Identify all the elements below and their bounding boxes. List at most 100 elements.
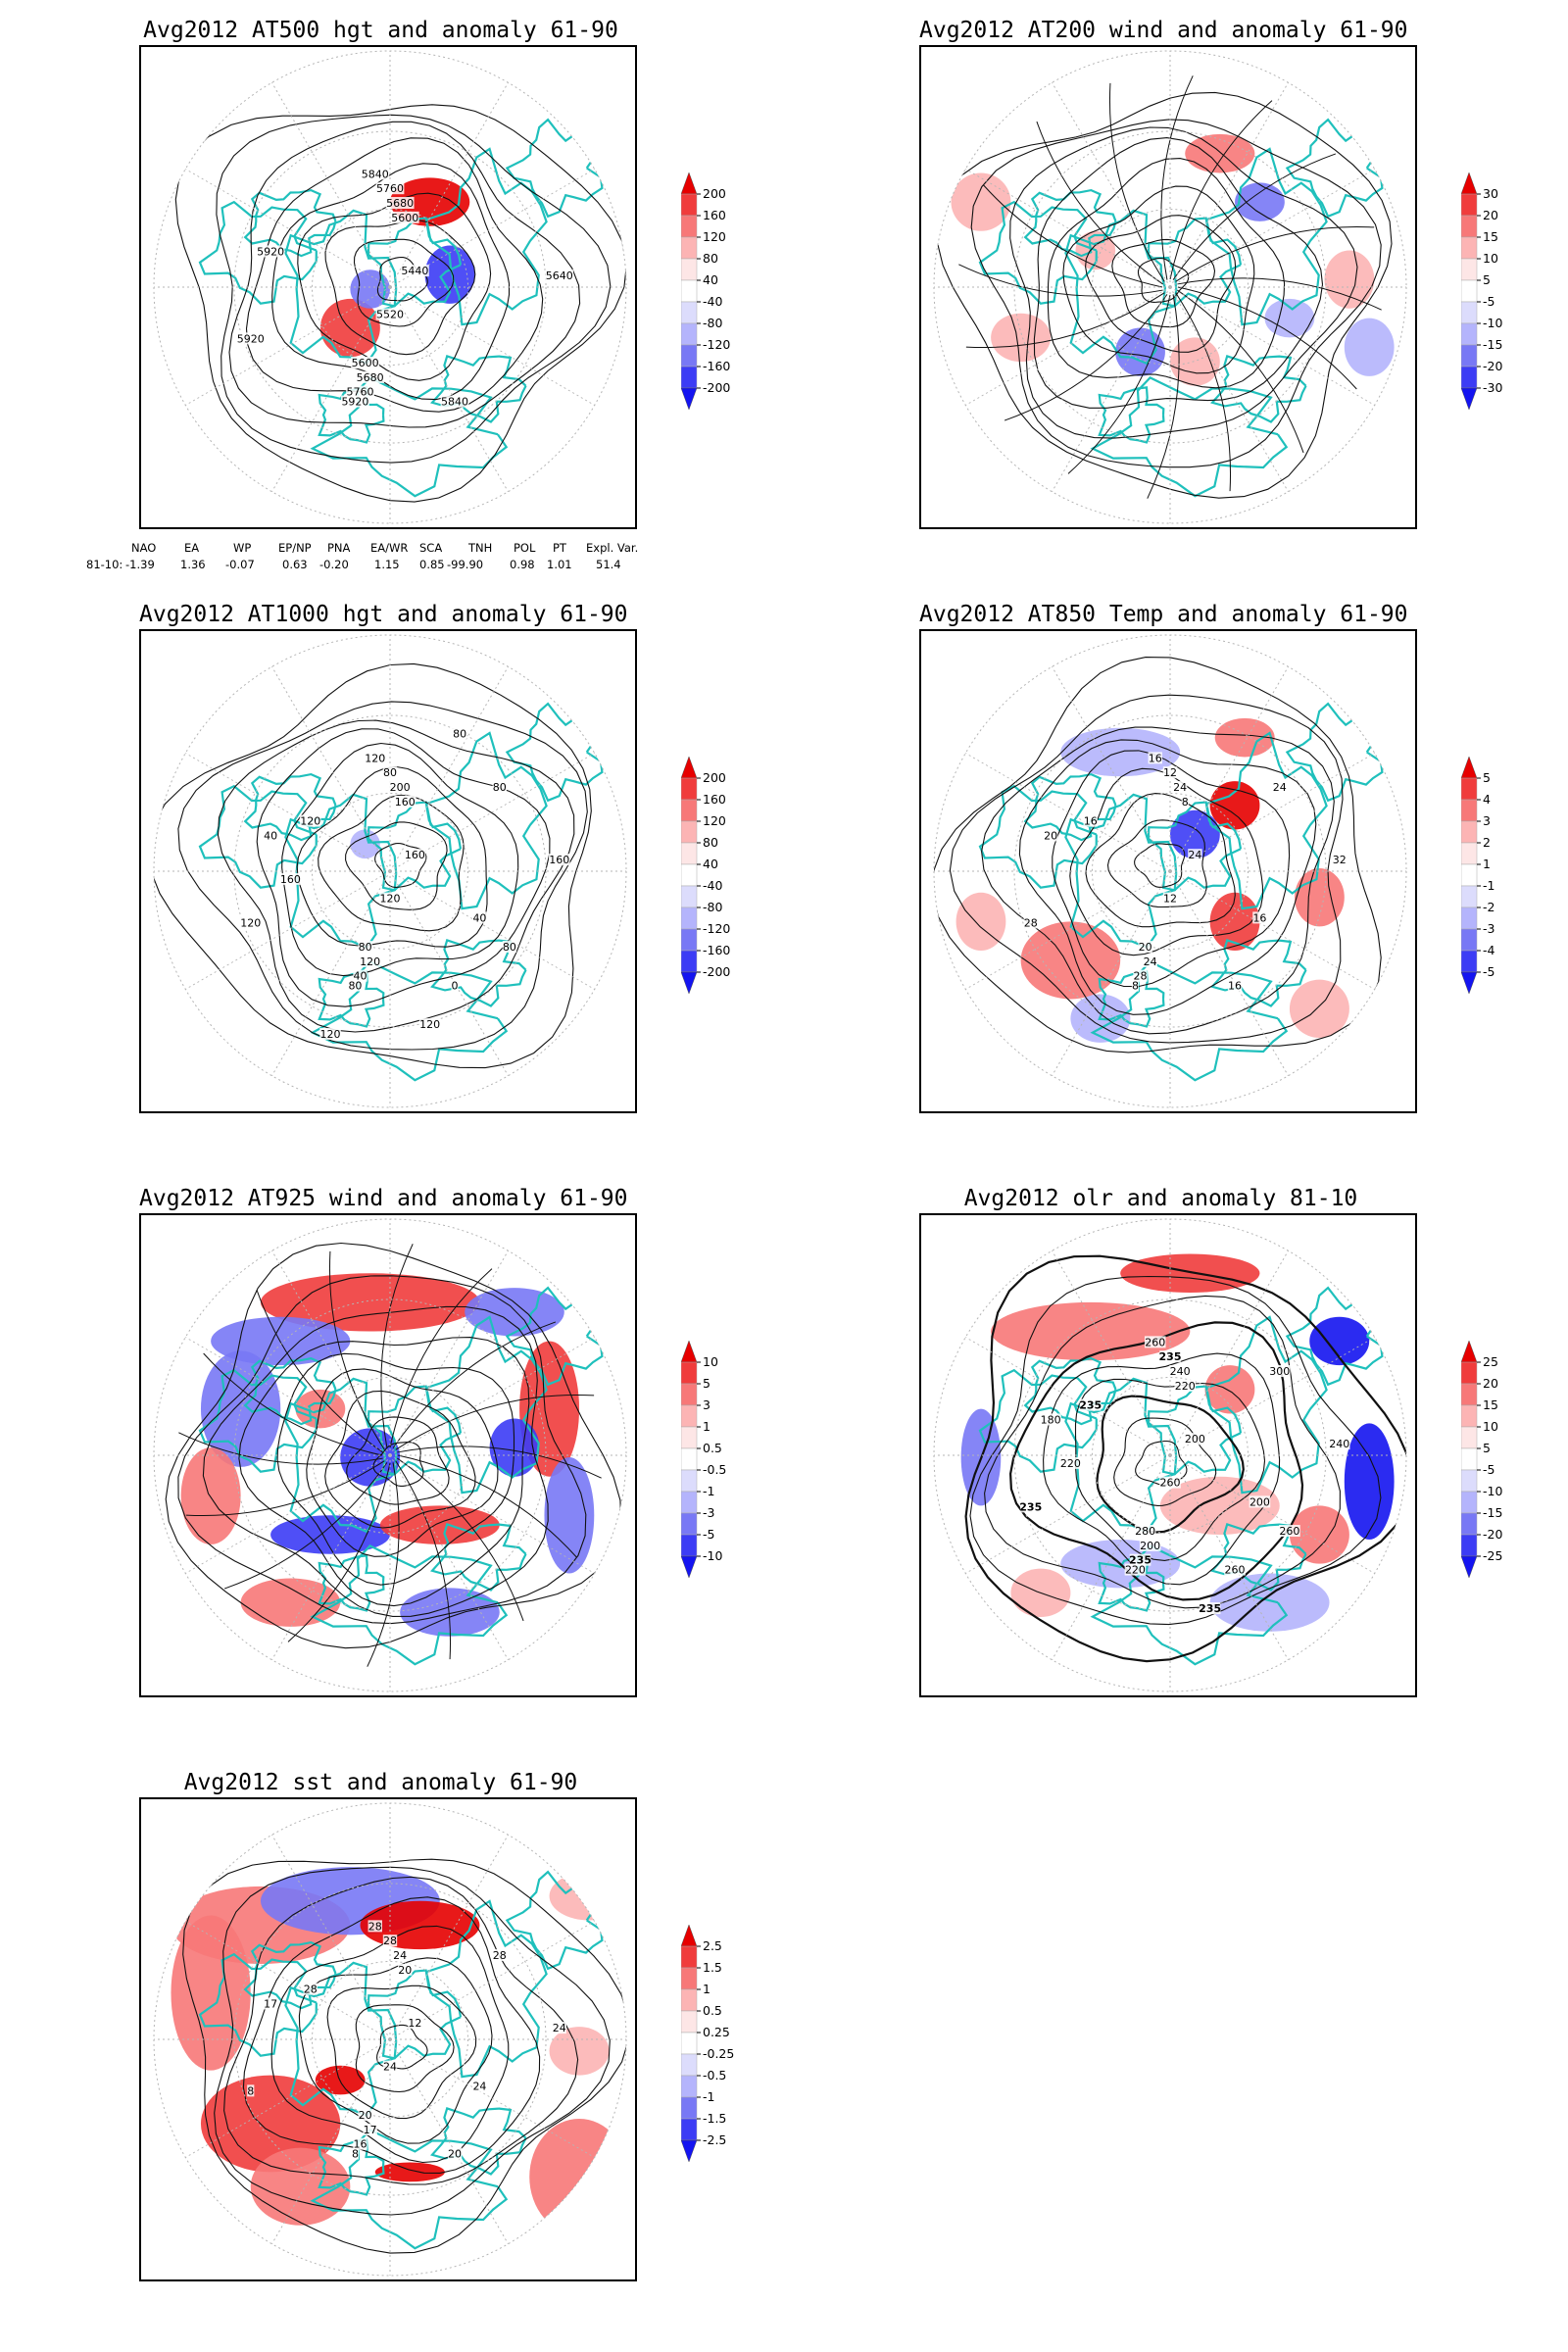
- contour-label: 5920: [237, 332, 265, 345]
- contour-line: [318, 794, 465, 932]
- panel-title: Avg2012 AT1000 hgt and anomaly 61-90: [139, 602, 628, 627]
- colorbar-segment: [680, 1340, 698, 1363]
- colorbar-segment: [1460, 906, 1478, 930]
- meridian-line: [1169, 169, 1375, 288]
- contour-line: [177, 1275, 587, 1625]
- coastline: [1210, 354, 1307, 423]
- contour-label: 5680: [357, 371, 384, 384]
- meridian-line: [1052, 1250, 1171, 1456]
- colorbar-tick-label: -3: [1483, 921, 1494, 936]
- contour-label: 235: [1199, 1602, 1221, 1615]
- colorbar-svg: 30 20 15 10 5 -5 -10 -15 -20 -30: [1460, 172, 1502, 411]
- colorbar-tick-label: -1: [1483, 878, 1494, 893]
- panel-at200: Avg2012 AT200 wind and anomaly 61-90: [919, 18, 1417, 529]
- contour-label: 8: [1182, 796, 1189, 808]
- contour-label: 200: [1250, 1495, 1270, 1508]
- colorbar-segment: [680, 1967, 698, 1990]
- latitude-circle: [1091, 792, 1250, 951]
- contour-label: 20: [1139, 941, 1152, 954]
- contour-label: 16: [354, 2138, 368, 2151]
- tele-header-pt: PT: [553, 541, 566, 555]
- contour-label: 5600: [352, 357, 379, 369]
- colorbar-segment: [680, 366, 698, 389]
- contour-line: [223, 1876, 579, 2185]
- colorbar-segment: [680, 1404, 698, 1428]
- contour-label: 160: [405, 849, 425, 861]
- anomaly-region: [1344, 318, 1395, 376]
- contour-label: 200: [1140, 1540, 1160, 1552]
- contour-label: 24: [1273, 781, 1287, 794]
- streamline: [1004, 294, 1168, 421]
- contour-label: 220: [1175, 1380, 1196, 1393]
- latitude-circle: [233, 1883, 547, 2196]
- contour-line: [326, 1984, 477, 2120]
- meridian-line: [389, 1835, 509, 2040]
- colorbar-tick-label: 200: [703, 770, 726, 785]
- colorbar-tick-label: -160: [703, 359, 730, 373]
- latitude-circle: [1091, 208, 1250, 367]
- colorbar-segment: [1460, 322, 1478, 346]
- contour-label: 12: [408, 2017, 421, 2030]
- colorbar-tick-label: 40: [703, 857, 718, 871]
- colorbar-tick-label: -3: [703, 1505, 714, 1520]
- coastline: [367, 1969, 463, 2060]
- meridian-line: [271, 2038, 391, 2244]
- contour-line: [238, 1337, 530, 1607]
- contour-line: [1134, 843, 1186, 888]
- streamline: [328, 1250, 385, 1450]
- panel-title: Avg2012 olr and anomaly 81-10: [963, 1186, 1358, 1211]
- colorbar-segment: [680, 172, 698, 195]
- coastline: [243, 772, 337, 842]
- meridian-line: [185, 1454, 391, 1574]
- contour-line: [306, 1368, 499, 1557]
- meridian-line: [185, 286, 391, 406]
- coastline: [310, 376, 509, 498]
- anomaly-region: [956, 892, 1006, 952]
- colorbar-tick-label: -200: [703, 964, 730, 979]
- colorbar-segment: [680, 236, 698, 260]
- colorbar-segment: [680, 2096, 698, 2120]
- colorbar-segment: [1460, 387, 1478, 411]
- contour-label: 235: [1079, 1399, 1102, 1412]
- map-frame: 260 235 240 220 180 200 235 260 280 200 235 220 260 2…: [919, 1213, 1417, 1697]
- meridian-line: [965, 1454, 1171, 1574]
- colorbar-segment: [1460, 928, 1478, 952]
- contour-label: 0: [452, 980, 459, 993]
- colorbar-tick-label: -10: [703, 1548, 722, 1563]
- colorbar-segment: [680, 1491, 698, 1514]
- anomaly-region: [171, 1915, 251, 2071]
- contour-label: 12: [1163, 893, 1177, 906]
- colorbar-segment: [1460, 950, 1478, 973]
- coastline: [978, 200, 1098, 305]
- streamline: [965, 292, 1165, 349]
- contour-label: 220: [1125, 1564, 1146, 1577]
- colorbar-segment: [680, 1426, 698, 1449]
- anomaly-region: [549, 1872, 626, 1921]
- meridian-line: [1052, 286, 1171, 492]
- meridian-line: [1052, 666, 1171, 872]
- colorbar-tick-label: -25: [1483, 1548, 1502, 1563]
- contour-line: [281, 742, 519, 977]
- colorbar-segment: [1460, 258, 1478, 281]
- contour-label: 28: [1024, 916, 1038, 929]
- panel-title: Avg2012 AT200 wind and anomaly 61-90: [919, 18, 1408, 43]
- colorbar-svg: 200 160 120 80 40 -40 -80 -120 -160 -200: [680, 172, 730, 411]
- meridian-line: [271, 870, 391, 1076]
- colorbar-segment: [1460, 172, 1478, 195]
- anomaly-region: [1324, 250, 1375, 309]
- colorbar-tick-label: -20: [1483, 1527, 1502, 1542]
- colorbar-tick-label: -80: [703, 900, 722, 914]
- colorbar-segment: [1460, 1426, 1478, 1449]
- contour-line: [1009, 126, 1358, 439]
- contour-label: 12: [1163, 766, 1177, 779]
- anomaly-region: [1235, 182, 1285, 221]
- tele-header-pol: POL: [514, 541, 536, 555]
- panel-at500: Avg2012 AT500 hgt and anomaly 61-90 5840 5…: [139, 18, 637, 529]
- contour-label: 260: [1160, 1477, 1181, 1490]
- colorbar-segment: [680, 1924, 698, 1947]
- tele-header-epnp: EP/NP: [278, 541, 312, 555]
- anomaly-region: [1344, 1423, 1395, 1540]
- contour-label: 28: [1134, 970, 1148, 983]
- colorbar-tick-label: 15: [1483, 229, 1498, 244]
- anomaly-region: [1170, 337, 1220, 386]
